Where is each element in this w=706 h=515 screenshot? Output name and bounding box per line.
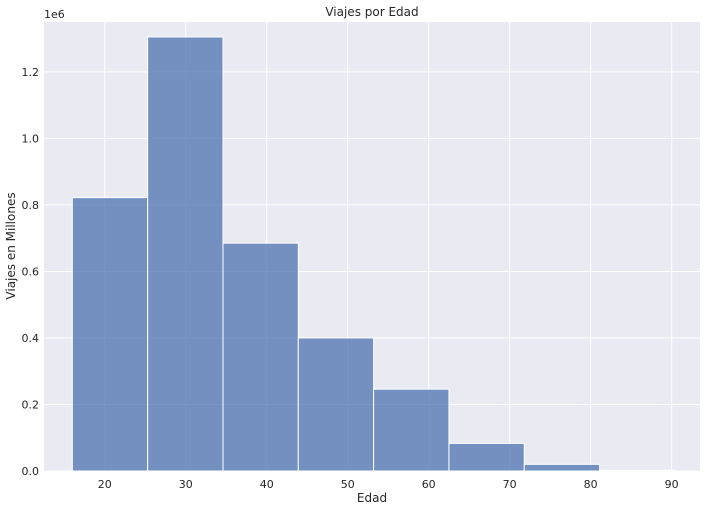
x-tick-label: 20: [98, 478, 112, 491]
x-tick-label: 80: [584, 478, 598, 491]
y-tick-label: 0.0: [22, 465, 40, 478]
histogram-bar: [523, 463, 601, 472]
x-tick-label: 30: [179, 478, 193, 491]
histogram-bar: [297, 337, 375, 472]
y-axis-label: Viajes en Millones: [4, 192, 18, 299]
y-tick-labels: 0.0 0.2 0.4 0.6 0.8 1.0 1.2: [22, 66, 40, 478]
y-tick-label: 0.4: [22, 332, 40, 345]
y-tick-label: 1.2: [22, 66, 40, 79]
x-tick-label: 70: [503, 478, 517, 491]
x-tick-label: 90: [665, 478, 679, 491]
histogram-bar: [222, 242, 299, 472]
histogram-bar: [373, 388, 450, 472]
x-tick-label: 60: [422, 478, 436, 491]
histogram-bar: [147, 36, 224, 472]
chart-title: Viajes por Edad: [325, 5, 418, 19]
y-tick-label: 1.0: [22, 132, 40, 145]
histogram-bar: [599, 469, 676, 472]
x-axis-label: Edad: [357, 491, 387, 505]
y-tick-label: 0.2: [22, 398, 40, 411]
y-tick-label: 0.8: [22, 199, 40, 212]
y-tick-label: 0.6: [22, 265, 40, 278]
x-tick-label: 40: [260, 478, 274, 491]
y-offset-label: 1e6: [44, 8, 65, 21]
histogram-bar: [71, 197, 149, 472]
bars: [71, 36, 676, 472]
x-tick-label: 50: [341, 478, 355, 491]
x-tick-labels: 20 30 40 50 60 70 80 90: [98, 478, 679, 491]
histogram-bar: [448, 442, 525, 472]
